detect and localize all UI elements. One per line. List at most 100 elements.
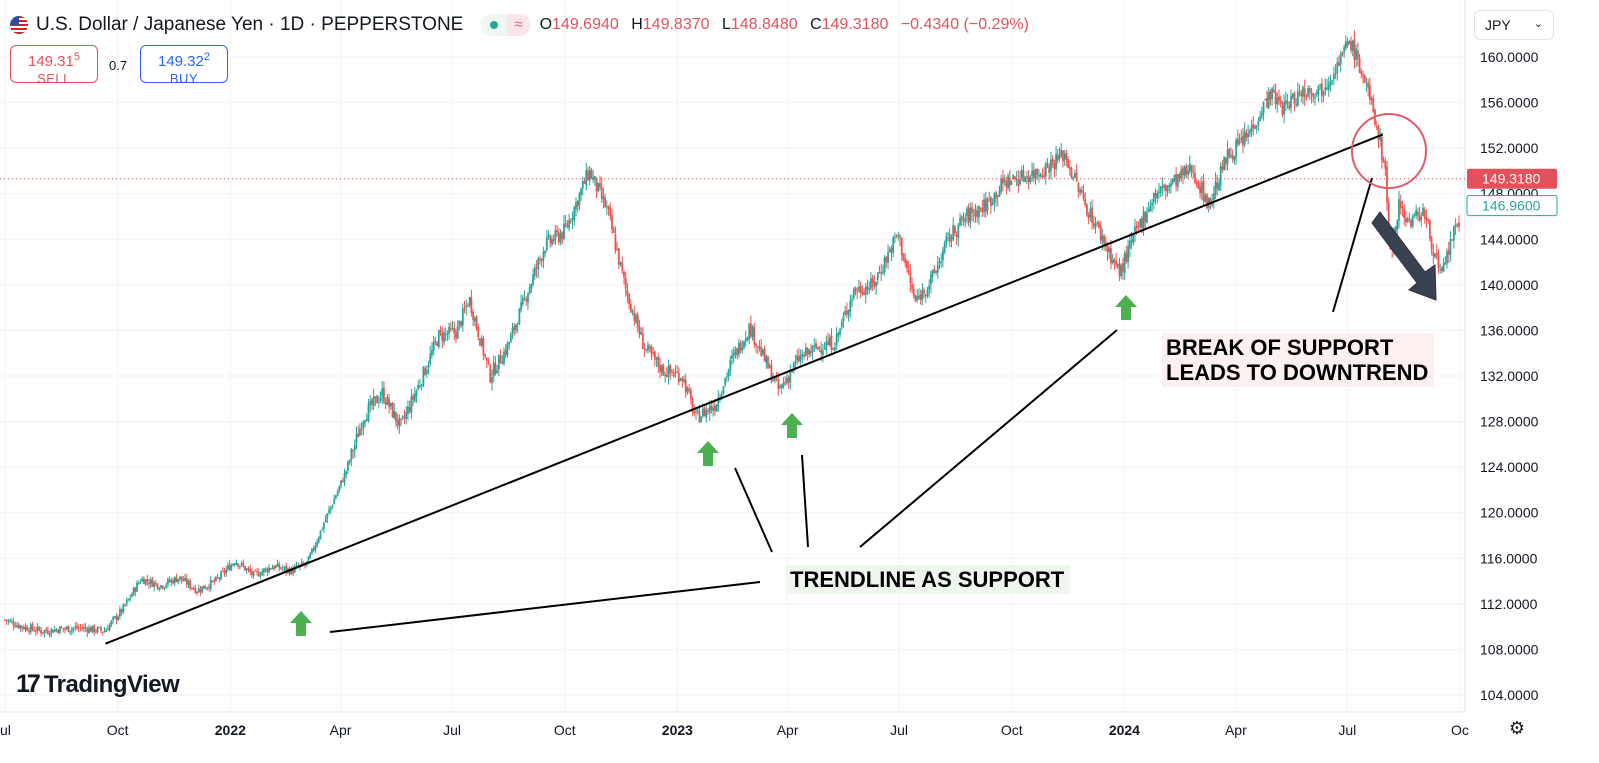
- symbol-title[interactable]: U.S. Dollar / Japanese Yen · 1D · PEPPER…: [36, 14, 464, 35]
- candle-body: [103, 631, 106, 633]
- candle-body: [770, 365, 773, 382]
- y-tick-label: 144.0000: [1480, 231, 1539, 247]
- candle-body: [540, 259, 543, 261]
- candle-body: [650, 346, 653, 354]
- candle-body: [765, 356, 768, 363]
- buy-button[interactable]: 149.322 BUY: [140, 45, 228, 86]
- candle-body: [1226, 149, 1229, 164]
- candle-body: [1031, 170, 1033, 176]
- candle-body: [1197, 182, 1200, 189]
- candle-body: [1120, 265, 1123, 277]
- candle-body: [29, 624, 32, 633]
- candle-body: [199, 589, 202, 592]
- gear-icon[interactable]: ⚙: [1508, 718, 1526, 738]
- candle-body: [79, 626, 82, 628]
- candle-body: [1334, 73, 1337, 75]
- candle-body: [1310, 92, 1313, 95]
- candle-body: [374, 396, 377, 399]
- support-trendline[interactable]: [105, 133, 1384, 645]
- candle-body: [480, 338, 483, 346]
- candle-body: [252, 571, 255, 576]
- ohlc-open-label: O: [539, 16, 553, 33]
- candle-body: [1012, 174, 1015, 180]
- candle-body: [1437, 253, 1440, 269]
- candle-body: [355, 433, 358, 443]
- candle-body: [197, 588, 200, 593]
- candle-body: [213, 580, 216, 582]
- candle-body: [1432, 251, 1435, 257]
- currency-selector[interactable]: JPY ⌄: [1474, 10, 1554, 40]
- candle-body: [422, 366, 425, 386]
- candle-body: [1255, 126, 1258, 128]
- candle-body: [623, 271, 625, 278]
- candle-body: [268, 567, 270, 573]
- candle-body: [521, 298, 524, 305]
- candle-body: [1219, 166, 1222, 186]
- candle-body: [784, 381, 787, 383]
- candle-body: [739, 342, 742, 352]
- candle-body: [928, 285, 931, 290]
- candle-body: [91, 625, 94, 632]
- candle-body: [801, 354, 804, 357]
- candle-body: [1435, 252, 1438, 255]
- candle-body: [285, 565, 288, 572]
- candle-body: [1152, 193, 1155, 203]
- candle-body: [359, 428, 361, 436]
- candle-body: [328, 509, 330, 513]
- candle-body: [513, 326, 516, 331]
- candle-body: [585, 170, 588, 186]
- candle-body: [799, 355, 802, 362]
- candle-body: [864, 287, 867, 296]
- candle-body: [1135, 225, 1138, 229]
- candle-body: [640, 332, 643, 335]
- candle-body: [1315, 92, 1318, 96]
- candle-body: [1048, 165, 1051, 173]
- candle-body: [1394, 227, 1397, 233]
- candle-body: [1187, 170, 1190, 175]
- candle-body: [767, 356, 769, 369]
- y-tick-label: 116.0000: [1480, 550, 1538, 566]
- candle-body: [108, 624, 111, 631]
- candle-body: [537, 258, 540, 270]
- candle-body: [768, 365, 771, 368]
- candle-body: [828, 337, 831, 346]
- candle-body: [609, 207, 612, 216]
- candle-body: [405, 412, 408, 419]
- sell-button[interactable]: 149.315 SELL: [10, 45, 98, 86]
- candle-body: [76, 625, 78, 629]
- candle-body: [221, 570, 224, 572]
- candle-body: [288, 568, 291, 575]
- candle-body: [866, 286, 869, 290]
- candle-body: [28, 630, 30, 632]
- candle-body: [266, 568, 269, 573]
- candle-body: [340, 480, 342, 486]
- candle-body: [861, 291, 864, 294]
- candle-body: [803, 354, 805, 357]
- down-trend-arrow-icon: [1371, 211, 1437, 301]
- candle-body: [655, 357, 658, 360]
- candle-body: [124, 604, 126, 606]
- candle-body: [408, 407, 411, 412]
- market-status[interactable]: ≈: [481, 14, 530, 36]
- candle-body: [417, 384, 420, 390]
- candle-body: [1449, 239, 1452, 255]
- candle-body: [832, 348, 835, 350]
- candle-body: [895, 234, 898, 236]
- candle-body: [729, 360, 732, 370]
- current-price-tag: [1467, 168, 1557, 189]
- candle-body: [1284, 100, 1287, 104]
- candle-body: [698, 411, 701, 423]
- candle-body: [1115, 261, 1117, 266]
- candle-body: [912, 289, 915, 296]
- candle-body: [55, 629, 58, 631]
- y-tick-label: 108.0000: [1480, 641, 1539, 657]
- candle-body: [316, 541, 318, 546]
- candle-body: [1111, 259, 1114, 263]
- candle-body: [364, 420, 366, 423]
- candle-body: [530, 284, 533, 289]
- candle-body: [983, 199, 985, 213]
- candle-body: [449, 328, 452, 330]
- candle-body: [921, 289, 924, 300]
- candle-body: [398, 418, 401, 427]
- candle-body: [345, 471, 348, 475]
